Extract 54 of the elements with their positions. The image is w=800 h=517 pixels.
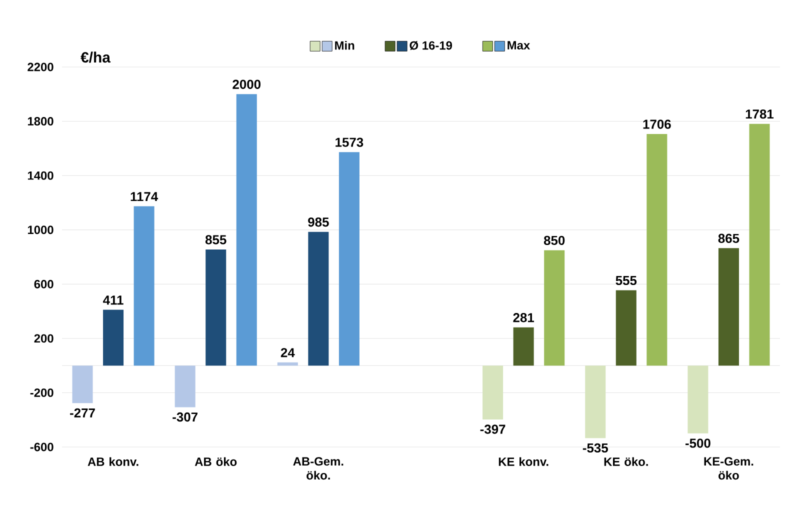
y-tick-label: 1400 bbox=[28, 171, 54, 180]
x-tick-label: KE konv. bbox=[498, 457, 548, 466]
y-tick-label: 1000 bbox=[28, 226, 54, 234]
y-tick-label: -200 bbox=[30, 388, 54, 397]
bar bbox=[513, 327, 534, 366]
data-label: 1573 bbox=[336, 138, 364, 147]
bar bbox=[338, 152, 360, 366]
data-label: 1174 bbox=[130, 192, 158, 202]
legend-label: Min bbox=[335, 40, 354, 50]
bar bbox=[103, 310, 124, 366]
data-label: -307 bbox=[172, 412, 198, 422]
y-tick-label: 200 bbox=[34, 334, 54, 343]
bar bbox=[646, 134, 668, 366]
data-label: 865 bbox=[718, 234, 740, 243]
data-label: 24 bbox=[280, 348, 295, 358]
bar bbox=[236, 94, 257, 366]
y-tick-label: -600 bbox=[30, 442, 54, 452]
bar bbox=[134, 206, 154, 366]
data-label: 985 bbox=[308, 218, 329, 227]
legend-label: Ø 16-19 bbox=[410, 40, 452, 50]
bar bbox=[308, 232, 329, 366]
bar bbox=[174, 366, 196, 408]
data-label: -397 bbox=[480, 424, 506, 434]
bar bbox=[544, 250, 565, 366]
x-tick-label: KE-Gem. öko bbox=[704, 457, 754, 480]
bar bbox=[616, 290, 636, 366]
x-tick-label: KE öko. bbox=[604, 457, 648, 466]
data-label: 850 bbox=[544, 236, 565, 246]
y-axis-title: €/ha bbox=[80, 52, 111, 63]
data-label: -535 bbox=[582, 443, 608, 453]
bar bbox=[718, 248, 739, 366]
x-tick-label: AB öko bbox=[194, 457, 237, 466]
y-tick-label: 2200 bbox=[28, 62, 54, 72]
x-tick-label: AB-Gem. öko. bbox=[293, 457, 344, 480]
bar bbox=[482, 366, 504, 420]
bar bbox=[72, 366, 93, 404]
bar bbox=[277, 362, 298, 366]
data-label: 411 bbox=[103, 296, 124, 305]
bar bbox=[206, 250, 226, 366]
x-tick-label: AB konv. bbox=[88, 457, 138, 466]
bar bbox=[688, 366, 708, 434]
data-label: -277 bbox=[70, 408, 95, 418]
data-label: 555 bbox=[616, 276, 637, 286]
data-label: 2000 bbox=[232, 80, 260, 89]
bar bbox=[585, 366, 606, 438]
data-label: 855 bbox=[205, 235, 226, 244]
legend-label: Max bbox=[508, 41, 530, 50]
bar bbox=[749, 124, 770, 366]
data-label: 281 bbox=[513, 313, 534, 322]
y-tick-label: 1800 bbox=[28, 117, 54, 126]
y-tick-label: 600 bbox=[34, 280, 54, 288]
data-label: 1781 bbox=[746, 109, 774, 119]
data-label: 1706 bbox=[643, 120, 671, 129]
data-label: -500 bbox=[685, 438, 710, 448]
